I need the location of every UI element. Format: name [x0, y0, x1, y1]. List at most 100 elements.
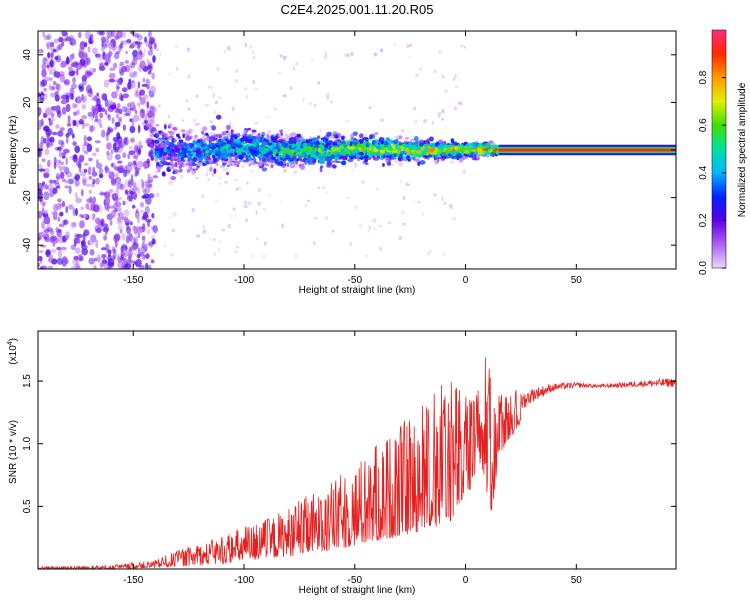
heat-cell — [152, 225, 158, 234]
heat-cell — [57, 216, 61, 222]
heat-cell — [43, 35, 50, 40]
y-tick-label: -20 — [22, 190, 33, 205]
heat-cell — [434, 161, 438, 165]
heat-cell — [387, 147, 394, 151]
heat-cell — [126, 169, 131, 175]
heat-cell — [77, 237, 81, 245]
heat-cell — [55, 175, 62, 180]
heat-cell — [225, 136, 228, 139]
heat-cell — [141, 242, 145, 249]
heat-cell — [315, 151, 320, 157]
heat-cell — [281, 142, 285, 147]
heat-cell — [442, 201, 447, 205]
heat-cell — [362, 149, 366, 154]
heat-cell — [59, 211, 64, 217]
heat-cell — [375, 187, 379, 191]
heat-cell — [126, 226, 132, 235]
heat-cell — [416, 149, 422, 155]
heat-cell — [137, 248, 141, 253]
heat-cell — [142, 77, 146, 83]
heat-cell — [296, 145, 301, 150]
heat-cell — [172, 212, 177, 217]
heat-cell — [226, 171, 229, 176]
heat-cell — [147, 49, 153, 56]
heat-cell — [311, 59, 314, 62]
heat-cell — [220, 149, 225, 154]
heat-cell — [452, 77, 456, 82]
heat-cell — [123, 209, 130, 217]
heat-cell — [117, 225, 124, 231]
heat-cell — [60, 161, 65, 166]
heat-cell — [79, 220, 85, 229]
heat-cell — [310, 154, 316, 157]
heat-cell — [56, 257, 64, 265]
heat-cell — [372, 151, 379, 155]
heat-cell — [81, 115, 88, 120]
heat-cell — [406, 44, 410, 49]
heat-cell — [38, 49, 44, 54]
heat-cell — [317, 148, 321, 153]
heat-cell — [38, 250, 44, 254]
heat-cell — [86, 57, 91, 65]
heat-cell — [115, 147, 120, 151]
heat-cell — [135, 152, 139, 162]
heat-cell — [207, 85, 211, 90]
heat-cell — [90, 234, 97, 243]
heat-cell — [244, 42, 247, 48]
heat-cell — [61, 31, 67, 37]
heat-cell — [120, 40, 124, 46]
heat-cell — [133, 260, 136, 265]
heat-cell — [240, 137, 246, 140]
heat-cell — [43, 183, 48, 188]
heat-cell — [81, 75, 88, 82]
heat-cell — [96, 31, 104, 35]
heat-cell — [135, 143, 138, 147]
heat-cell — [50, 66, 54, 75]
heat-cell — [45, 107, 52, 116]
heat-cell — [242, 129, 247, 134]
snr-multiplier-exp: 4 — [7, 341, 14, 345]
heat-cell — [437, 112, 442, 116]
heat-cell — [117, 102, 121, 109]
heat-cell — [131, 204, 136, 209]
heat-cell — [324, 51, 328, 56]
heat-cell — [74, 241, 77, 247]
heat-cell — [299, 158, 302, 162]
heat-cell — [86, 71, 93, 76]
heat-cell — [97, 118, 102, 126]
heat-cell — [60, 246, 67, 251]
heat-cell — [112, 248, 117, 253]
heat-cell — [113, 233, 121, 241]
heat-cell — [172, 170, 176, 175]
heat-cell — [117, 86, 120, 90]
heat-cell — [453, 73, 457, 79]
heat-cell — [105, 249, 112, 254]
heat-cell — [261, 167, 268, 172]
heat-cell — [279, 54, 284, 58]
heat-cell — [148, 151, 153, 158]
heat-cell — [109, 104, 117, 110]
heat-cell — [280, 139, 286, 145]
heat-cell — [325, 216, 328, 220]
heat-cell — [40, 265, 44, 269]
heat-cell — [59, 74, 66, 83]
heat-cell — [87, 242, 94, 246]
heat-cell — [140, 59, 143, 64]
heat-cell — [441, 118, 444, 121]
heat-cell — [101, 46, 105, 52]
heat-cell — [305, 140, 311, 144]
heat-cell — [380, 139, 384, 145]
heat-cell — [408, 43, 413, 47]
heat-cell — [92, 47, 98, 55]
heat-cell — [181, 151, 185, 156]
heat-cell — [251, 139, 258, 145]
colorbar-tick-label: 0.6 — [698, 118, 709, 132]
heat-cell — [303, 161, 307, 165]
heat-cell — [302, 142, 308, 148]
heat-cell — [212, 238, 216, 241]
heat-cell — [142, 229, 146, 232]
heat-cell — [249, 44, 253, 50]
heat-cell — [68, 66, 73, 72]
heat-cell — [134, 252, 138, 256]
heat-cell — [137, 217, 140, 224]
